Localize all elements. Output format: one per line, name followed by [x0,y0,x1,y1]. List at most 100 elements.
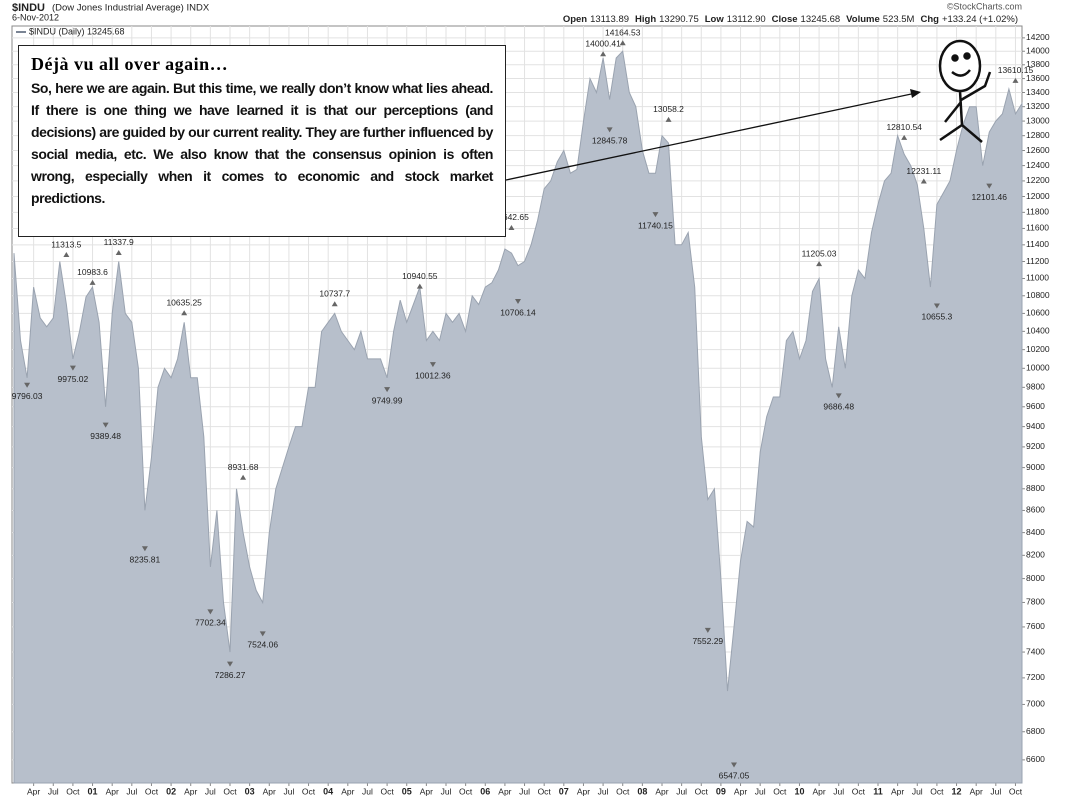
extreme-label: 7286.27 [215,670,246,680]
y-tick-label: 7800 [1026,597,1045,607]
x-tick-label: Apr [341,786,354,796]
y-tick-label: 13600 [1026,73,1050,83]
x-tick-label: 03 [245,786,255,796]
x-tick-label: Jul [755,786,766,796]
extreme-label: 14000.41 [585,38,621,48]
y-tick-label: 8800 [1026,483,1045,493]
x-tick-label: 01 [88,786,98,796]
annotation-box: Déjà vu all over again… So, here we are … [18,45,506,237]
extreme-label: 11337.9 [104,237,134,247]
extreme-marker [619,40,626,46]
y-tick-label: 9200 [1026,441,1045,451]
extreme-label: 12845.78 [592,136,628,146]
labels: 6600 6800 7000 7200 7400 7600 7800 8000 8200 8400… [12,27,1050,796]
extreme-label: 11740.15 [638,220,673,230]
x-tick-label: 06 [480,786,490,796]
quote-line: Open 13113.89 High 13290.75 Low 13112.90 Close… [563,14,1018,25]
extreme-marker [704,627,711,633]
y-tick-label: 12200 [1026,175,1050,185]
x-tick-label: Jul [362,786,373,796]
x-tick-label: Jul [676,786,687,796]
x-tick-label: Apr [812,786,825,796]
extreme-marker [227,661,233,667]
quote-value: 13112.90 [727,14,766,25]
y-tick-label: 13400 [1026,87,1050,97]
x-tick-label: 09 [716,786,726,796]
quote-value: 523.5M [883,14,915,25]
extreme-label: 11205.03 [802,248,837,258]
x-tick-label: Apr [891,786,904,796]
quote-label: Volume [846,14,880,25]
extreme-marker [665,116,672,122]
quote-value: +133.24 (+1.02%) [942,14,1018,25]
y-tick-label: 9600 [1026,401,1045,411]
y-tick-label: 8600 [1026,505,1045,515]
marks [13,40,1023,784]
extreme-label: 10706.14 [500,307,536,317]
extreme-label: 9686.48 [823,402,854,412]
y-tick-label: 10000 [1026,363,1050,373]
symbol: $INDU [12,2,45,14]
y-tick-label: 6800 [1026,726,1045,736]
quote-label: Open [563,14,587,25]
extreme-marker [89,279,96,285]
quote-label: Low [705,14,725,25]
y-tick-label: 7000 [1026,699,1045,709]
extreme-marker [835,393,842,399]
extreme-label: 12810.54 [886,122,922,132]
y-tick-label: 7200 [1026,672,1045,682]
y-tick-label: 14000 [1026,45,1050,55]
extreme-marker [731,762,737,768]
quote-label: Chg [920,14,939,25]
annotation-title: Déjà vu all over again… [31,54,229,74]
extreme-marker [102,422,109,428]
x-tick-label: Apr [27,786,40,796]
x-tick-label: Oct [852,786,866,796]
x-tick-label: Oct [1009,786,1023,796]
x-tick-label: Jul [126,786,137,796]
x-tick-label: Oct [302,786,316,796]
extreme-label: 9796.03 [12,391,43,401]
extreme-marker [331,301,338,307]
x-tick-label: 12 [952,786,962,796]
x-tick-label: Oct [773,786,787,796]
extreme-marker [816,261,823,267]
x-tick-label: Jul [283,786,294,796]
x-tick-label: Jul [990,786,1001,796]
y-tick-label: 12000 [1026,191,1050,201]
y-tick-label: 10200 [1026,344,1050,354]
extreme-marker [384,387,391,393]
y-tick-label: 11200 [1026,256,1049,266]
extreme-label: 9975.02 [58,374,89,384]
y-tick-label: 10600 [1026,308,1050,318]
extreme-marker [240,474,247,480]
x-tick-label: Apr [734,786,747,796]
extreme-marker [115,249,122,255]
extreme-label: 11642.65 [494,212,529,222]
x-tick-label: 04 [323,786,333,796]
extreme-label: 13058.2 [653,104,684,114]
x-tick-label: Jul [833,786,844,796]
annotation-text: So, here we are again. But this time, we… [31,80,493,206]
x-tick-label: 11 [873,786,883,796]
y-tick-label: 14200 [1026,32,1050,42]
extreme-marker [515,299,521,305]
extreme-label: 6547.05 [719,771,750,781]
x-tick-label: Apr [498,786,511,796]
x-tick-label: Jul [205,786,216,796]
extreme-marker [24,382,31,388]
extreme-label: 12101.46 [972,192,1008,202]
x-tick-label: Oct [538,786,552,796]
quote-value: 13290.75 [659,14,699,25]
extreme-label: 10983.6 [77,267,108,277]
y-tick-label: 13000 [1026,115,1050,125]
extreme-marker [933,303,940,309]
extreme-label: 9389.48 [90,431,121,441]
extreme-marker [986,183,993,189]
extreme-marker [69,365,76,371]
quote-label: Close [772,14,798,25]
extreme-label: 13610.15 [998,65,1034,75]
quote-label: High [635,14,656,25]
